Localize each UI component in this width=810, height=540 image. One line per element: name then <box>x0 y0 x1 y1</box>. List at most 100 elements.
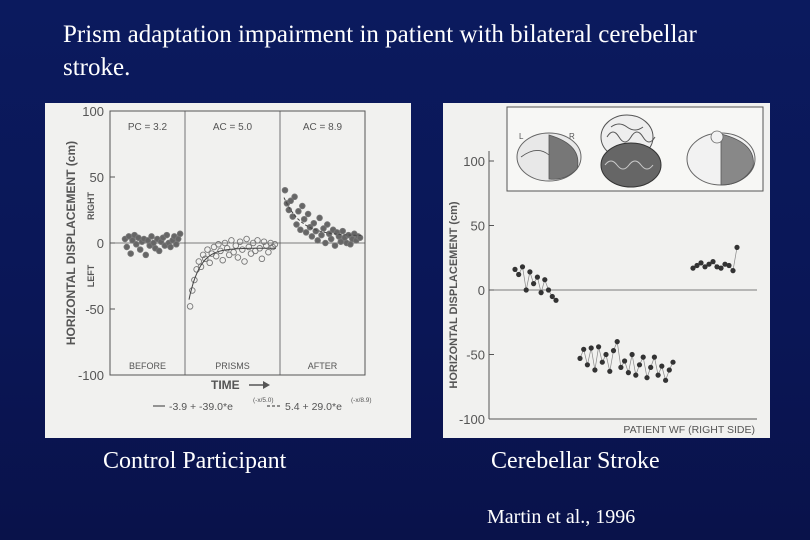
prisms-point <box>655 372 661 378</box>
inset-right-label: R <box>569 132 575 141</box>
after-point <box>337 238 345 245</box>
prisms-point <box>663 377 669 383</box>
prisms-point <box>217 247 224 255</box>
prisms-point <box>241 258 248 265</box>
phase-top-label: AC = 8.9 <box>303 122 343 133</box>
y-dir-right-label: RIGHT <box>86 192 96 221</box>
brain-section-1-fold <box>520 150 550 158</box>
before-point <box>519 264 526 270</box>
after-point <box>710 259 716 265</box>
prisms-point <box>186 303 194 310</box>
after-point <box>324 221 331 228</box>
caption-cerebellar: Cerebellar Stroke <box>491 448 660 474</box>
inset-left-label: L <box>519 132 524 141</box>
citation: Martin et al., 1996 <box>487 506 636 528</box>
prisms-point <box>265 248 272 256</box>
after-point <box>347 241 354 248</box>
after-point <box>702 264 708 270</box>
y-dir-left-label: LEFT <box>86 264 96 287</box>
phase-top-label: PC = 3.2 <box>128 122 168 133</box>
after-point <box>718 265 724 271</box>
prisms-point <box>610 348 617 354</box>
y-axis-label: HORIZONTAL DISPLACEMENT (cm) <box>448 201 460 389</box>
before-point <box>133 241 140 248</box>
after-point <box>300 215 308 223</box>
fit-right-exp: (-x/8.9) <box>351 397 372 404</box>
after-point <box>304 210 312 218</box>
after-point <box>291 193 298 201</box>
slide-title: Prism adaptation impairment in patient w… <box>63 21 697 81</box>
prisms-fit-curve <box>188 247 276 300</box>
prisms-point <box>245 243 253 251</box>
phase-bottom-label: AFTER <box>308 361 338 371</box>
prisms-point <box>614 339 620 345</box>
prisms-point <box>603 351 609 358</box>
prisms-point <box>596 344 602 350</box>
prisms-point <box>267 239 274 247</box>
folia-lines <box>610 123 644 131</box>
before-point <box>142 251 150 259</box>
folia-lines <box>606 131 656 143</box>
y-tick-label: 50 <box>90 170 104 185</box>
before-point <box>173 241 180 248</box>
prisms-point <box>215 241 222 248</box>
after-point <box>281 186 289 194</box>
prisms-point <box>204 246 211 253</box>
after-point <box>295 208 302 215</box>
prisms-point <box>230 248 237 256</box>
prisms-point <box>254 237 261 244</box>
prisms-point <box>651 354 657 360</box>
prisms-point <box>206 259 213 267</box>
prisms-point <box>666 367 672 373</box>
fit-right-label: 5.4 + 29.0*e <box>285 401 342 413</box>
prisms-point <box>633 372 639 378</box>
prisms-point <box>221 239 229 247</box>
fit-left-label: -3.9 + -39.0*e <box>169 401 233 413</box>
y-tick-label: 0 <box>478 283 485 298</box>
lesion-area-1 <box>548 134 579 180</box>
after-point <box>322 239 329 247</box>
before-point <box>531 281 537 287</box>
after-point <box>310 219 318 227</box>
prisms-point <box>239 246 246 253</box>
after-point <box>730 268 736 274</box>
after-point <box>293 221 300 228</box>
after-point <box>331 242 339 249</box>
prisms-point <box>223 245 231 252</box>
y-axis-label: HORIZONTAL DISPLACEMENT (cm) <box>64 141 78 345</box>
prisms-point <box>640 354 646 360</box>
before-point <box>516 271 522 278</box>
prisms-point <box>607 368 613 374</box>
prisms-point <box>636 362 643 368</box>
after-point <box>694 262 700 269</box>
time-arrow-head <box>263 381 270 389</box>
caption-control: Control Participant <box>103 448 287 474</box>
x-axis-label: PATIENT WF (RIGHT SIDE) <box>623 424 755 436</box>
after-point <box>690 265 696 271</box>
after-point <box>327 235 335 243</box>
y-tick-label: -50 <box>466 348 485 363</box>
prisms-point <box>219 256 226 264</box>
before-point <box>167 243 174 251</box>
y-tick-label: -100 <box>78 368 104 383</box>
prisms-point <box>236 238 244 245</box>
prisms-point <box>588 345 594 351</box>
y-tick-label: 0 <box>97 236 104 251</box>
y-tick-label: 100 <box>82 104 104 119</box>
before-point <box>512 266 518 272</box>
before-point <box>136 246 144 253</box>
control-chart-panel: 100 50 0 -50 -100 HORIZONTAL DISPLACEMENT (cm… <box>45 103 411 438</box>
prisms-point <box>584 362 590 368</box>
after-point <box>320 225 327 232</box>
before-point <box>176 230 184 238</box>
prisms-point <box>670 359 676 365</box>
cerebellar-chart-panel: 100 50 0 -50 -100 HORIZONTAL DISPLACEMENT (cm… <box>443 103 770 438</box>
after-point <box>726 262 732 269</box>
prisms-point <box>581 346 587 352</box>
after-point <box>299 202 306 210</box>
before-point <box>523 287 529 293</box>
before-point <box>538 290 544 296</box>
lesion-area-3 <box>720 133 754 186</box>
prisms-point <box>202 255 209 263</box>
after-point <box>698 260 704 266</box>
